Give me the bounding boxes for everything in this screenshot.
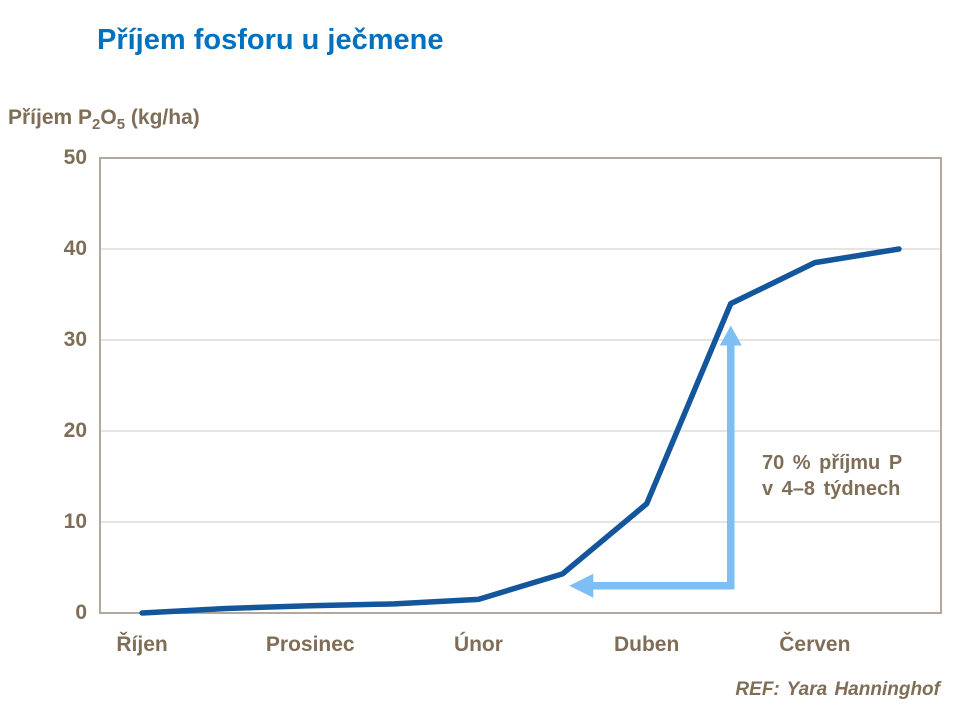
y-axis-title-sub5: 5 bbox=[116, 116, 126, 134]
chart-title: Příjem fosforu u ječmene bbox=[97, 24, 444, 56]
y-tick-label-40: 40 bbox=[63, 237, 87, 260]
annotation-arrow-shaft bbox=[589, 341, 735, 590]
x-tick-label-unor: Únor bbox=[453, 633, 503, 656]
y-axis-title-unit: (kg/ha) bbox=[125, 106, 200, 129]
annotation-text: 70 % příjmu P v 4–8 týdnech bbox=[762, 450, 902, 502]
y-axis-title-text: Příjem P bbox=[8, 106, 93, 129]
uptake-line bbox=[139, 246, 902, 616]
y-tick-label-50: 50 bbox=[63, 146, 87, 169]
plot-border bbox=[99, 157, 942, 614]
arrow-head-up-icon bbox=[719, 325, 742, 346]
x-tick-label-duben: Duben bbox=[613, 633, 680, 656]
y-axis-title-sub2: 2 bbox=[92, 116, 101, 134]
y-axis-title: Příjem P2O5 (kg/ha) bbox=[8, 106, 200, 133]
y-tick-label-0: 0 bbox=[75, 601, 87, 624]
y-tick-label-20: 20 bbox=[63, 419, 87, 442]
y-tick-label-10: 10 bbox=[63, 510, 87, 533]
arrow-head-left-icon bbox=[569, 573, 594, 598]
annotation-line-2: v 4–8 týdnech bbox=[762, 478, 901, 500]
x-tick-label-cerven: Červen bbox=[779, 633, 851, 656]
y-tick-label-30: 30 bbox=[63, 328, 87, 351]
annotation-line-1: 70 % příjmu P bbox=[762, 452, 903, 474]
y-axis-title-o: O bbox=[100, 106, 117, 129]
x-tick-label-rijen: Říjen bbox=[116, 633, 168, 656]
x-tick-label-prosinec: Prosinec bbox=[265, 633, 355, 656]
reference-credit: REF: Yara Hanninghof bbox=[735, 679, 940, 700]
